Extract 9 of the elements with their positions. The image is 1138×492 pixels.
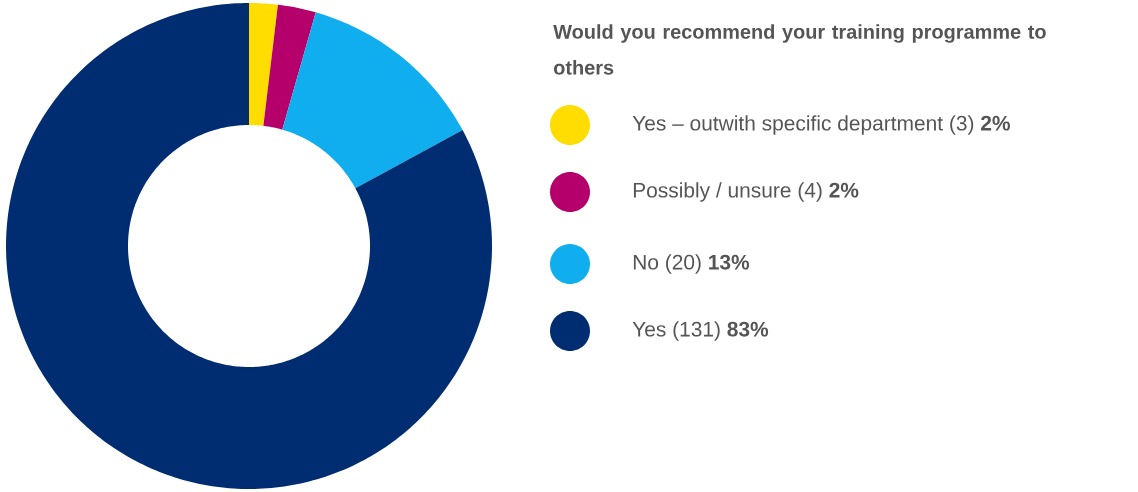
data-label: (3) 2% (950, 115, 1010, 135)
data-label: (131) 83% (673, 321, 769, 341)
data-label: (20) 13% (666, 254, 750, 274)
legend-title: Would you recommend your training programme to others (553, 24, 1046, 75)
legend-label: Yes (632, 322, 666, 337)
legend-label: No (633, 255, 659, 270)
legend-label: Possibly / unsure (633, 182, 791, 202)
legend-label: Yes – outwith specific department (632, 115, 943, 135)
data-label: (4) 2% (798, 182, 859, 202)
